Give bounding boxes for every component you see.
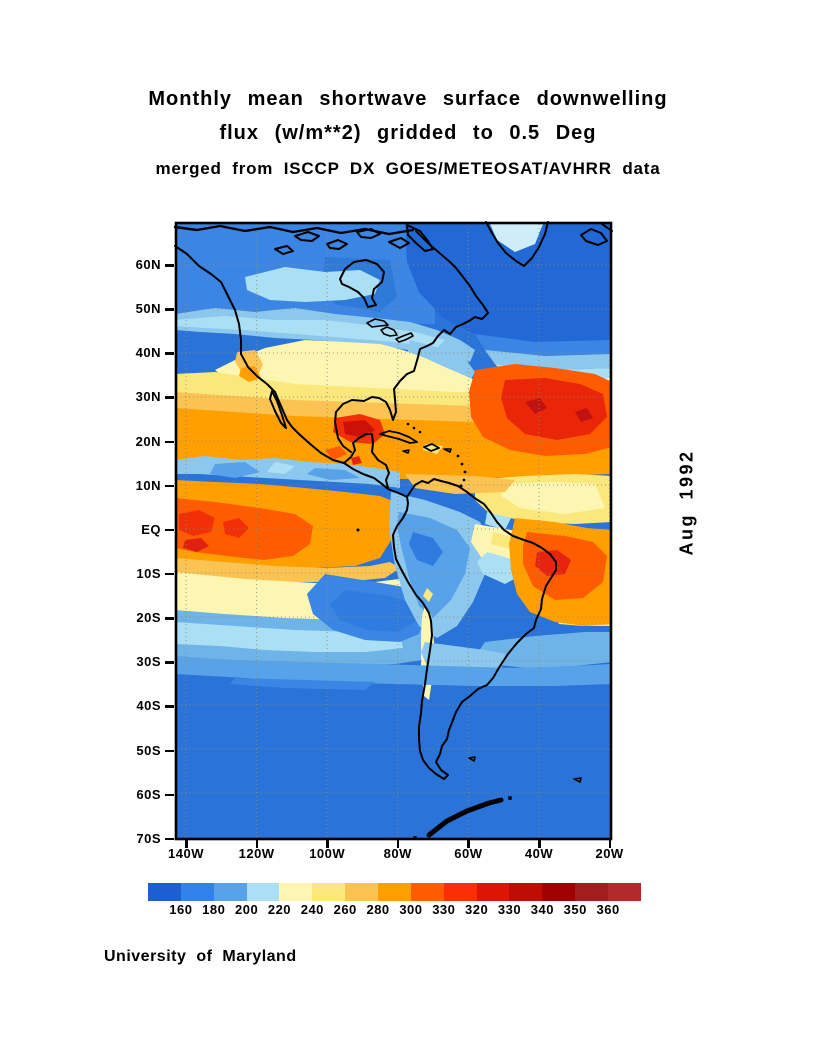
colorbar-label: 220 xyxy=(267,902,292,917)
colorbar-segment xyxy=(509,883,543,901)
lat-tick-mark xyxy=(165,396,174,399)
lat-tick-label: 30S xyxy=(136,654,161,670)
colorbar-segment xyxy=(575,883,609,901)
date-side-label: Aug 1992 xyxy=(676,449,697,556)
lon-tick-mark xyxy=(608,840,612,848)
colorbar-label: 180 xyxy=(202,902,226,917)
map-figure xyxy=(173,221,613,841)
lon-tick-label: 100W xyxy=(309,846,346,861)
colorbar-label: 260 xyxy=(333,902,357,917)
colorbar-labels: 160 180 200 220 240 260 280 300 330 320 330 340 350 3… xyxy=(148,901,641,919)
lat-tick-mark xyxy=(165,749,174,753)
lon-tick-label: 40W xyxy=(524,846,554,861)
lat-tick-label: EQ xyxy=(141,521,161,537)
lat-axis: 60N 50N 40N 30N 20N 10N EQ 10S 20S 30S 40S 50S 60S 70… xyxy=(118,222,175,846)
lat-tick-mark xyxy=(165,484,174,488)
lon-tick-mark xyxy=(467,840,470,848)
colorbar-label: 160 xyxy=(169,902,193,917)
lat-tick-mark xyxy=(165,793,174,797)
lon-axis: 140W 120W 100W 80W 60W 40W 20W xyxy=(168,840,623,866)
lat-tick-label: 50N xyxy=(135,301,161,317)
lat-tick-mark xyxy=(165,264,174,267)
lon-tick-mark xyxy=(396,840,400,848)
colorbar-segment xyxy=(542,883,576,901)
colorbar-segment xyxy=(246,883,280,901)
colorbar-label: 350 xyxy=(563,902,587,917)
lat-tick-label: 50S xyxy=(136,742,161,758)
lat-tick-label: 20S xyxy=(136,610,161,626)
colorbar-segment xyxy=(213,883,247,901)
credit-text: University of Maryland xyxy=(104,948,297,965)
colorbar-label: 280 xyxy=(366,902,390,917)
lon-tick-mark xyxy=(185,840,188,848)
colorbar-label: 330 xyxy=(497,902,522,917)
colorbar-segment xyxy=(608,883,641,901)
lon-tick-label: 20W xyxy=(595,846,624,861)
lat-tick-mark xyxy=(165,352,174,355)
lat-tick-mark xyxy=(165,837,174,841)
colorbar-segment xyxy=(410,883,444,901)
map-canvas xyxy=(173,221,613,841)
lat-tick-mark xyxy=(165,528,174,532)
figure-title-line1: Monthly mean shortwave surface downwelli… xyxy=(148,88,668,110)
colorbar-label: 240 xyxy=(300,902,324,917)
lat-tick-label: 40N xyxy=(135,345,161,361)
lat-tick-label: 40S xyxy=(136,698,161,714)
figure-title-line2: flux (w/m**2) gridded to 0.5 Deg xyxy=(219,122,597,144)
lat-tick-label: 20N xyxy=(135,433,161,449)
lon-tick-label: 80W xyxy=(383,846,412,861)
map-frame xyxy=(174,221,613,841)
colorbar-label: 340 xyxy=(530,902,554,917)
lat-tick-mark xyxy=(165,617,174,620)
lat-tick-label: 30N xyxy=(135,389,161,405)
lat-tick-mark xyxy=(165,308,174,311)
lon-tick-mark xyxy=(538,840,541,848)
flux-field xyxy=(175,222,612,700)
lat-tick-label: 60S xyxy=(136,786,161,802)
lat-tick-label: 60N xyxy=(135,257,161,272)
coastlines xyxy=(173,221,613,838)
lat-tick-label: 10S xyxy=(136,565,161,581)
lon-tick-mark xyxy=(326,840,329,848)
lon-tick-mark xyxy=(255,840,259,848)
colorbar-segment xyxy=(180,883,214,901)
colorbar-segment xyxy=(443,883,477,901)
lon-tick-label: 60W xyxy=(454,846,483,861)
lat-tick-mark xyxy=(165,440,174,444)
colorbar-swatches xyxy=(148,883,641,901)
island-dots xyxy=(356,422,512,840)
colorbar-segment xyxy=(378,883,411,901)
colorbar-segment xyxy=(279,883,313,901)
figure-title-line3: merged from ISCCP DX GOES/METEOSAT/AVHRR… xyxy=(155,159,661,178)
lat-tick-label: 10N xyxy=(135,477,161,493)
lat-tick-mark xyxy=(165,661,174,664)
lat-tick-mark xyxy=(165,572,174,576)
colorbar-label: 200 xyxy=(234,902,259,917)
gridlines xyxy=(177,224,611,838)
colorbar-label: 360 xyxy=(596,902,620,917)
colorbar-label: 300 xyxy=(399,902,423,917)
colorbar-segment xyxy=(345,883,379,901)
lon-tick-label: 140W xyxy=(168,846,204,861)
colorbar-label: 330 xyxy=(432,902,456,917)
colorbar-label: 320 xyxy=(465,902,489,917)
lon-tick-label: 120W xyxy=(238,846,275,861)
colorbar-segment xyxy=(312,883,346,901)
colorbar-segment xyxy=(476,883,510,901)
lat-tick-mark xyxy=(165,705,174,708)
lat-tick-label: 70S xyxy=(136,830,161,846)
colorbar-segment xyxy=(148,883,181,901)
